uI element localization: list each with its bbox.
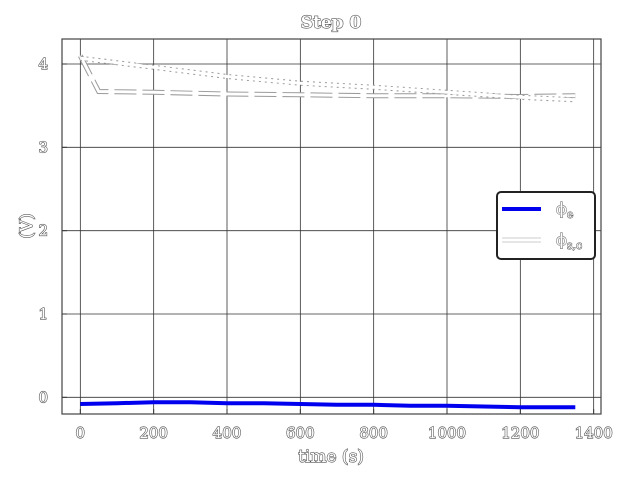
plot-frame bbox=[61, 38, 602, 415]
x-tick-label: 1000 bbox=[428, 424, 466, 442]
axis-ticks: 0 200 400 600 800 1000 1200 1400 0 1 2 3 4 bbox=[38, 54, 614, 442]
x-tick-label: 0 bbox=[76, 424, 86, 442]
y-tick-label: 1 bbox=[38, 305, 48, 323]
y-axis-label: (V) bbox=[17, 213, 37, 239]
legend-label-phi-sc: ϕs,c bbox=[556, 230, 582, 252]
x-tick-label: 200 bbox=[139, 424, 168, 442]
y-tick-label: 0 bbox=[38, 388, 48, 406]
x-tick-label: 1200 bbox=[501, 424, 539, 442]
x-axis-label: time (s) bbox=[298, 447, 364, 467]
x-tick-label: 1400 bbox=[575, 424, 613, 442]
series-layer bbox=[78, 54, 576, 410]
x-tick-label: 600 bbox=[286, 424, 315, 442]
series-line bbox=[80, 56, 576, 102]
x-tick-label: 400 bbox=[213, 424, 242, 442]
legend: ϕe ϕs,c bbox=[496, 191, 596, 260]
series-line bbox=[80, 400, 576, 410]
y-tick-label: 3 bbox=[38, 138, 48, 156]
legend-label-phi-e: ϕe bbox=[556, 199, 573, 221]
chart-title: Step 0 bbox=[301, 13, 362, 33]
x-tick-label: 800 bbox=[359, 424, 388, 442]
y-tick-label: 2 bbox=[38, 222, 48, 240]
y-tick-label: 4 bbox=[38, 55, 48, 73]
